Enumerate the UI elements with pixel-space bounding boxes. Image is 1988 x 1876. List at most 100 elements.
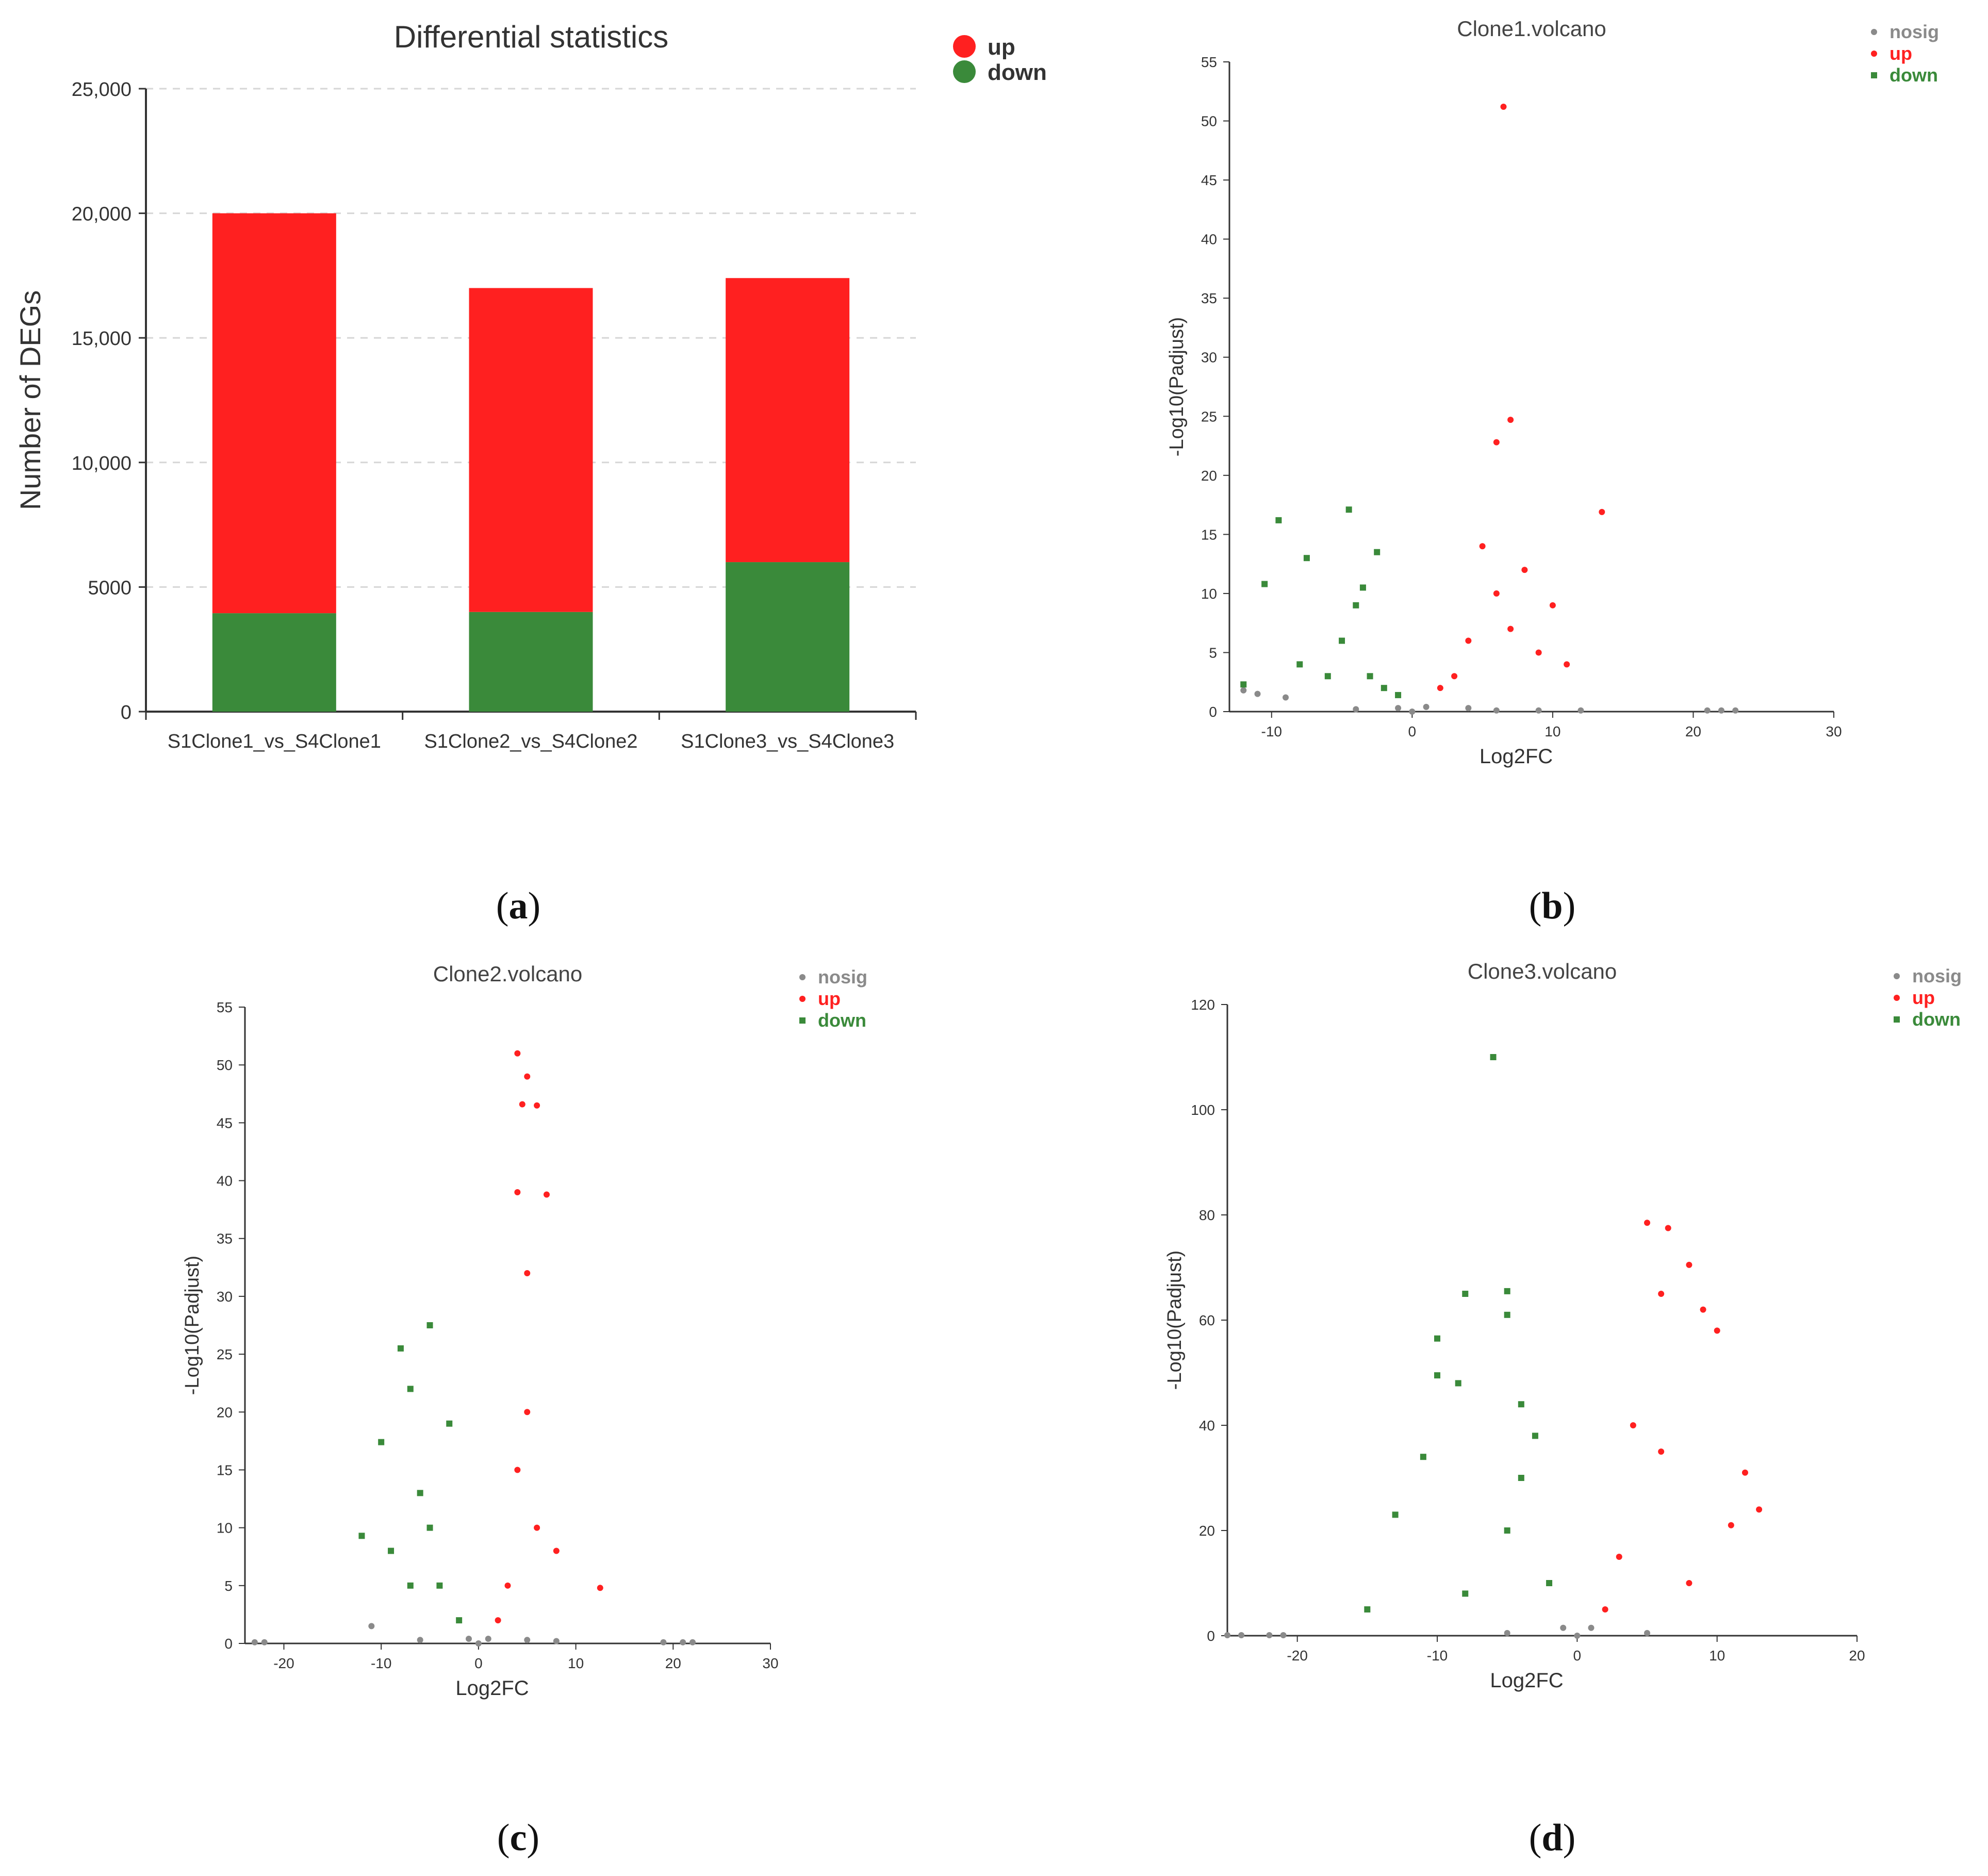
y-tick-label: 15 xyxy=(1201,526,1217,542)
panel-d-volcano-clone3: Clone3.volcano 0 20 40 60 80 100 120 -20 -10 0 10 20… xyxy=(1164,959,1962,1692)
point-up xyxy=(1665,1225,1671,1231)
chart-title: Differential statistics xyxy=(394,20,668,54)
point-down xyxy=(407,1386,414,1392)
x-tick-label: 10 xyxy=(1545,723,1560,739)
point-up xyxy=(1535,649,1542,656)
point-nosig xyxy=(417,1637,423,1643)
point-down xyxy=(1462,1590,1469,1597)
point-nosig xyxy=(1535,707,1542,714)
legend-label-up: up xyxy=(1890,43,1912,64)
y-tick-label: 0 xyxy=(121,702,132,723)
x-tick-label: 0 xyxy=(474,1655,483,1671)
legend-marker-up xyxy=(1894,995,1900,1001)
point-down xyxy=(1381,685,1387,692)
point-nosig xyxy=(1493,707,1500,714)
point-nosig xyxy=(1240,687,1247,694)
point-down xyxy=(378,1439,385,1445)
y-tick-label: 10 xyxy=(217,1520,233,1536)
point-nosig xyxy=(553,1638,560,1644)
x-axis-label: Log2FC xyxy=(1490,1669,1563,1692)
point-up xyxy=(1451,673,1458,680)
y-tick-label: 25 xyxy=(1201,408,1217,424)
y-tick-label: 20 xyxy=(1201,468,1217,484)
legend-marker-up xyxy=(799,996,806,1002)
y-tick-label: 45 xyxy=(1201,172,1217,188)
point-down xyxy=(1504,1311,1510,1318)
legend-marker-down xyxy=(799,1017,806,1024)
point-down xyxy=(1303,555,1310,562)
legend-marker-up xyxy=(953,35,976,58)
y-tick-label: 0 xyxy=(224,1636,233,1652)
point-nosig xyxy=(1283,694,1289,701)
y-tick-label: 55 xyxy=(1201,54,1217,70)
x-tick-label: -10 xyxy=(371,1655,391,1671)
legend-marker-down xyxy=(953,60,976,83)
y-tick-label: 55 xyxy=(217,999,233,1015)
point-down xyxy=(1364,1606,1371,1612)
point-down xyxy=(1339,637,1345,644)
y-axis-label: -Log10(Padjust) xyxy=(1166,317,1188,456)
point-up xyxy=(504,1582,511,1589)
point-down xyxy=(1504,1527,1510,1534)
x-tick-label: 0 xyxy=(1408,723,1417,739)
bar-down xyxy=(212,613,336,712)
point-nosig xyxy=(1588,1624,1595,1631)
point-nosig xyxy=(1644,1630,1650,1636)
y-tick-label: 35 xyxy=(1201,290,1217,306)
point-down xyxy=(1345,506,1352,513)
legend-label-down: down xyxy=(818,1010,866,1031)
y-tick-label: 20 xyxy=(1199,1523,1215,1539)
point-up xyxy=(1658,1449,1665,1455)
point-up xyxy=(524,1073,531,1080)
x-tick-label: 0 xyxy=(1573,1648,1582,1664)
point-nosig xyxy=(1578,707,1584,714)
point-down xyxy=(397,1345,404,1352)
legend-label-down: down xyxy=(988,60,1047,85)
y-tick-label: 0 xyxy=(1207,1628,1215,1644)
point-down xyxy=(417,1490,423,1496)
point-up xyxy=(1756,1506,1763,1513)
point-down xyxy=(436,1582,443,1589)
y-tick-label: 25,000 xyxy=(72,79,132,101)
point-nosig xyxy=(1280,1632,1287,1638)
y-tick-label: 10 xyxy=(1201,586,1217,602)
legend-marker-nosig xyxy=(1894,973,1900,979)
x-tick-label: S1Clone1_vs_S4Clone1 xyxy=(168,731,381,752)
point-up xyxy=(524,1409,531,1416)
point-up xyxy=(519,1101,525,1108)
point-down xyxy=(426,1322,433,1328)
point-nosig xyxy=(660,1639,667,1645)
point-up xyxy=(495,1617,501,1624)
y-tick-label: 20,000 xyxy=(72,204,132,225)
bar-down xyxy=(469,612,593,712)
x-tick-label: S1Clone2_vs_S4Clone2 xyxy=(424,731,637,752)
x-tick-label: -20 xyxy=(273,1655,294,1671)
y-tick-label: 50 xyxy=(217,1057,233,1073)
point-up xyxy=(1741,1469,1748,1476)
y-tick-label: 45 xyxy=(217,1115,233,1131)
chart-title: Clone3.volcano xyxy=(1468,959,1617,983)
point-up xyxy=(514,1467,521,1473)
point-up xyxy=(1507,417,1514,423)
point-up xyxy=(1686,1261,1693,1268)
point-up xyxy=(534,1102,540,1109)
point-down xyxy=(407,1582,414,1589)
point-nosig xyxy=(1353,706,1359,713)
legend-marker-down xyxy=(1871,72,1877,78)
point-up xyxy=(1437,685,1443,692)
point-up xyxy=(1658,1291,1665,1297)
x-axis-label: Log2FC xyxy=(455,1677,529,1700)
point-down xyxy=(1490,1054,1497,1060)
panel-c-volcano-clone2: Clone2.volcano 0 5 10 15 20 25 30 35 40 45 50 55 -20 -… xyxy=(182,962,867,1700)
y-tick-label: 5000 xyxy=(88,577,132,599)
point-nosig xyxy=(680,1639,686,1645)
point-nosig xyxy=(1465,705,1472,712)
x-tick-label: 30 xyxy=(762,1655,778,1671)
y-tick-label: 50 xyxy=(1201,113,1217,129)
x-tick-label: 20 xyxy=(1685,723,1701,739)
bar-down xyxy=(726,562,850,712)
point-up xyxy=(597,1585,603,1591)
y-tick-label: 120 xyxy=(1191,997,1215,1013)
x-tick-label: 10 xyxy=(568,1655,584,1671)
